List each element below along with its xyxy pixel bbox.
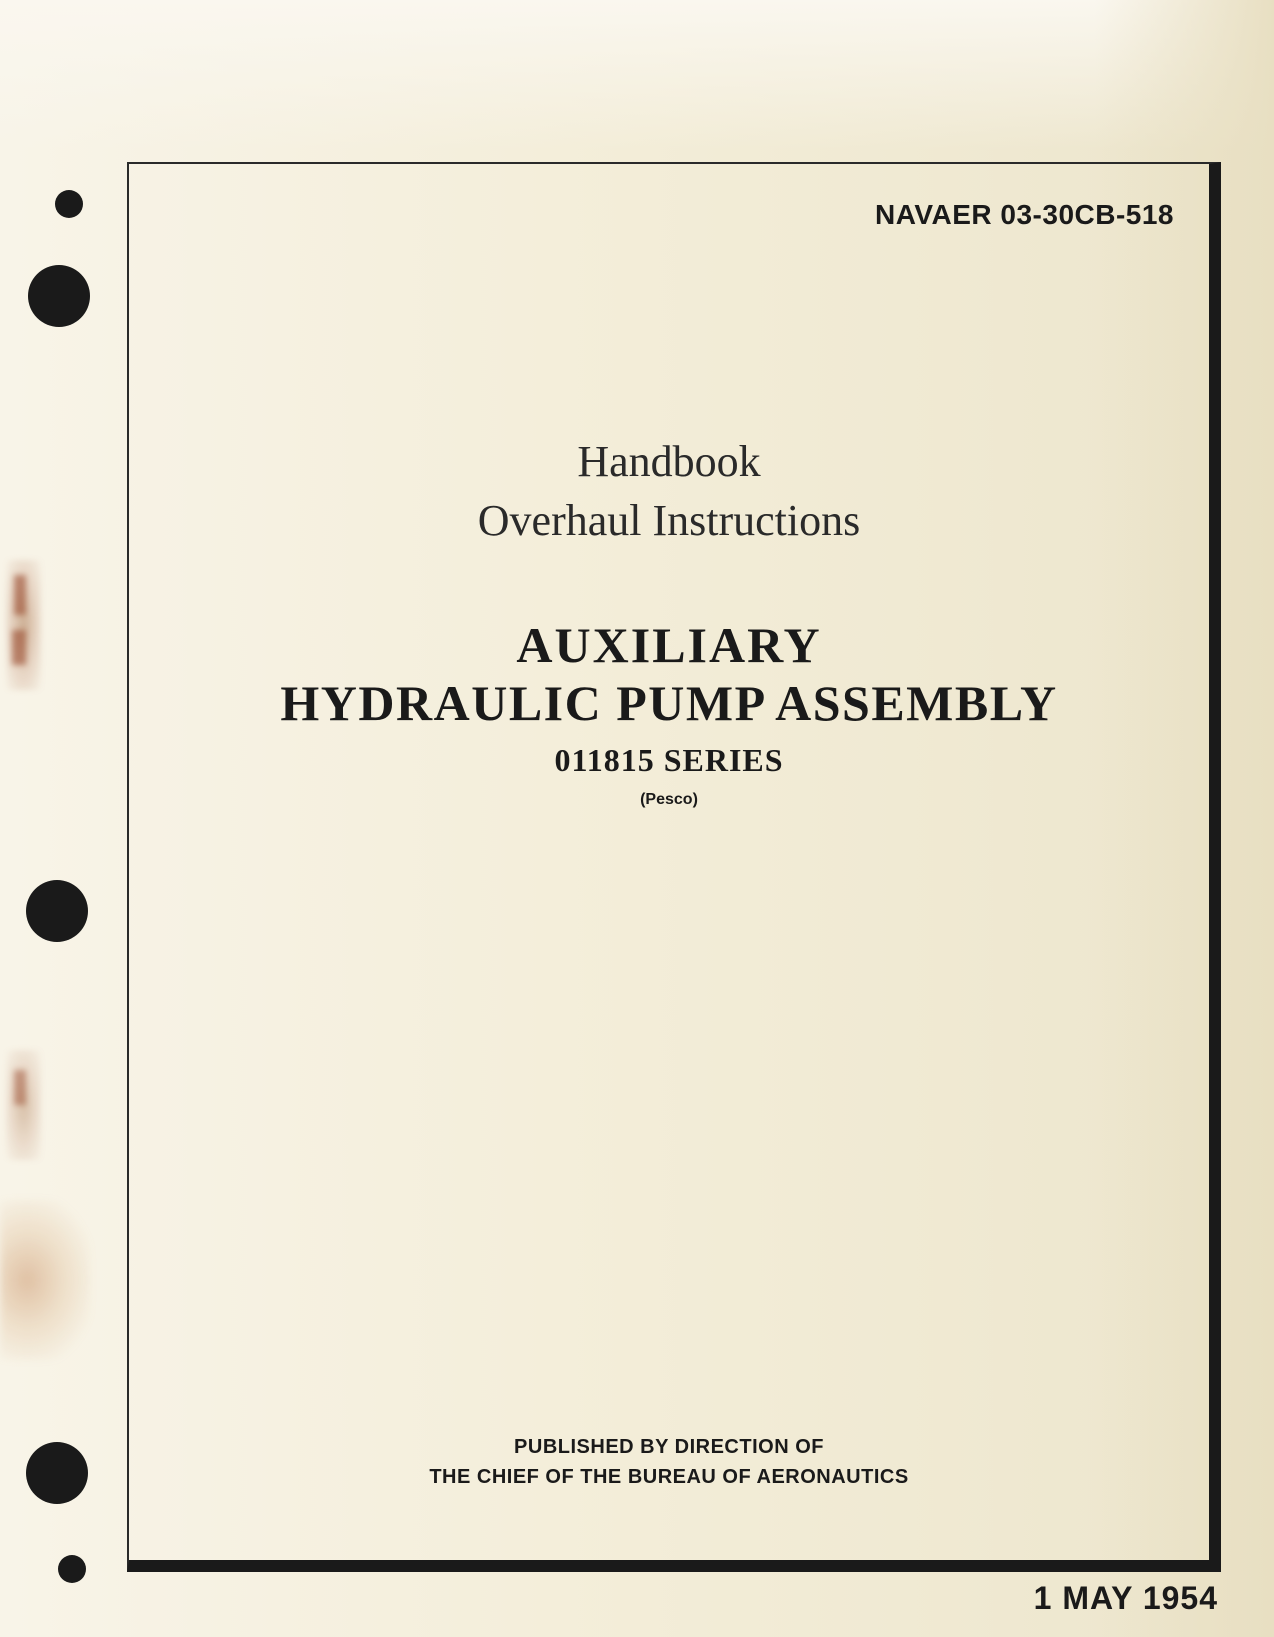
rust-stain-upper xyxy=(6,560,41,690)
punch-hole-large-bottom xyxy=(26,1442,88,1504)
title-block: Handbook Overhaul Instructions AUXILIARY… xyxy=(129,436,1209,809)
title-line-2: Overhaul Instructions xyxy=(129,495,1209,546)
series-line: 011815 SERIES xyxy=(129,742,1209,779)
rust-stain-middle xyxy=(6,1050,41,1160)
punch-hole-small-bottom xyxy=(58,1555,86,1583)
title-line-1: Handbook xyxy=(129,436,1209,487)
publisher-line-1: PUBLISHED BY DIRECTION OF xyxy=(129,1432,1209,1462)
rust-stain-lower xyxy=(0,1200,90,1360)
publication-date: 1 MAY 1954 xyxy=(1034,1580,1218,1617)
subject-line-1: AUXILIARY xyxy=(129,616,1209,674)
document-number: NAVAER 03-30CB-518 xyxy=(875,199,1174,231)
punch-hole-large-middle xyxy=(26,880,88,942)
publisher-line-2: THE CHIEF OF THE BUREAU OF AERONAUTICS xyxy=(129,1462,1209,1492)
manufacturer-line: (Pesco) xyxy=(129,791,1209,809)
punch-hole-large-top xyxy=(28,265,90,327)
vignette-top xyxy=(0,0,1274,150)
publisher-block: PUBLISHED BY DIRECTION OF THE CHIEF OF T… xyxy=(129,1432,1209,1492)
content-frame: NAVAER 03-30CB-518 Handbook Overhaul Ins… xyxy=(127,162,1221,1572)
document-page: NAVAER 03-30CB-518 Handbook Overhaul Ins… xyxy=(0,0,1274,1637)
subject-line-2: HYDRAULIC PUMP ASSEMBLY xyxy=(129,674,1209,732)
punch-hole-small-top xyxy=(55,190,83,218)
